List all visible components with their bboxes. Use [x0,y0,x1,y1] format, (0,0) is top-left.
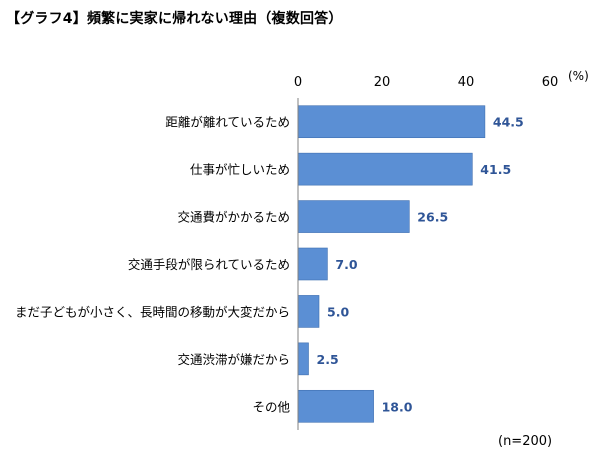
bar [297,389,374,423]
value-label: 18.0 [382,399,413,414]
bar [297,295,320,328]
value-label: 5.0 [327,304,349,319]
category-label: 交通手段が限られているため [128,257,290,272]
value-label: 26.5 [417,210,448,225]
bar [297,105,486,139]
bar [297,342,309,376]
x-tick-label: 0 [294,75,302,90]
value-label: 2.5 [317,352,339,367]
category-label: 距離が離れているため [165,115,290,130]
unit-label: (%) [568,69,589,83]
plot-area: 0 20 40 60 (%) 距離が離れているため 44.5 仕事が忙しいため 41.5 交通費が… [15,69,589,430]
bar [297,200,410,233]
bar [297,152,473,186]
category-label: その他 [252,399,290,414]
value-label: 44.5 [493,115,524,130]
x-tick-label: 40 [458,75,475,90]
value-label: 41.5 [480,162,511,177]
category-label: 仕事が忙しいため [190,162,290,177]
category-label: 交通渋滞が嫌だから [177,352,290,367]
x-tick-label: 60 [542,75,559,90]
x-tick-label: 20 [374,75,391,90]
category-label: 交通費がかかるため [177,210,290,225]
sample-size-note: (n=200) [498,434,553,449]
chart-title: 【グラフ4】頻繁に実家に帰れない理由（複数回答） [6,11,343,27]
bar [297,247,328,281]
category-label: まだ子どもが小さく、長時間の移動が大変だから [15,304,290,319]
value-label: 7.0 [335,257,357,272]
